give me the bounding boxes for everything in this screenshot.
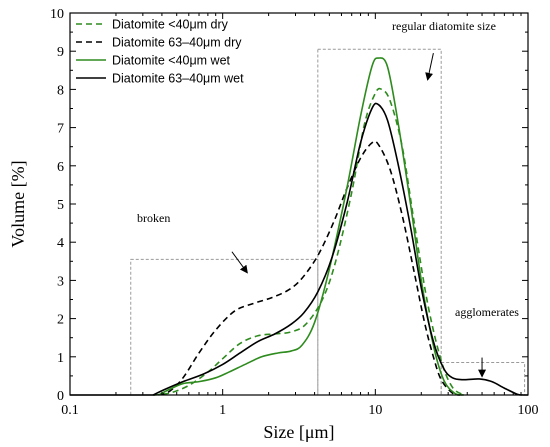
- legend: Diatomite <40μm dry Diatomite 63–40μm dry…: [76, 18, 244, 86]
- x-tick-label: 100: [518, 403, 539, 418]
- x-tick-label: 10: [368, 403, 382, 418]
- y-tick-label: 0: [57, 389, 64, 404]
- x-axis-title: Size [μm]: [263, 422, 334, 442]
- series-line: [158, 140, 461, 396]
- plot-area-frame: [69, 12, 529, 396]
- x-tick-label: 1: [219, 403, 226, 418]
- annotation-arrow: [231, 251, 248, 274]
- annotation-arrow: [425, 53, 434, 81]
- annotation-layer: broken regular diatomite size agglomerates: [130, 19, 526, 396]
- series-line: [152, 102, 523, 396]
- y-axis-title: Volume [%]: [8, 160, 28, 247]
- legend-label: Diatomite <40μm wet: [112, 54, 231, 68]
- legend-label: Diatomite <40μm dry: [112, 18, 229, 32]
- y-tick-label: 4: [57, 236, 64, 251]
- y-tick-label: 1: [57, 351, 64, 366]
- annotation-label: regular diatomite size: [392, 19, 496, 33]
- y-tick-label: 10: [50, 7, 64, 22]
- y-tick-label: 7: [57, 122, 64, 137]
- series-layer: [70, 57, 528, 396]
- y-tick-label: 5: [57, 198, 64, 213]
- y-tick-label: 8: [57, 83, 64, 98]
- annotation-label: agglomerates: [455, 305, 519, 319]
- y-tick-label: 3: [57, 274, 64, 289]
- y-tick-label: 6: [57, 160, 64, 175]
- annotation-box: [317, 48, 442, 396]
- legend-label: Diatomite 63–40μm dry: [112, 36, 242, 50]
- annotation-label: broken: [137, 211, 170, 225]
- legend-label: Diatomite 63–40μm wet: [112, 72, 244, 86]
- y-tick-label: 9: [57, 45, 64, 60]
- series-line: [152, 87, 465, 396]
- y-tick-label: 2: [57, 313, 64, 328]
- axis-layer: 0 1 2 3 4 5 6 7 8 9 10 0.1 1 10 100: [50, 7, 539, 418]
- x-tick-label: 0.1: [61, 403, 79, 418]
